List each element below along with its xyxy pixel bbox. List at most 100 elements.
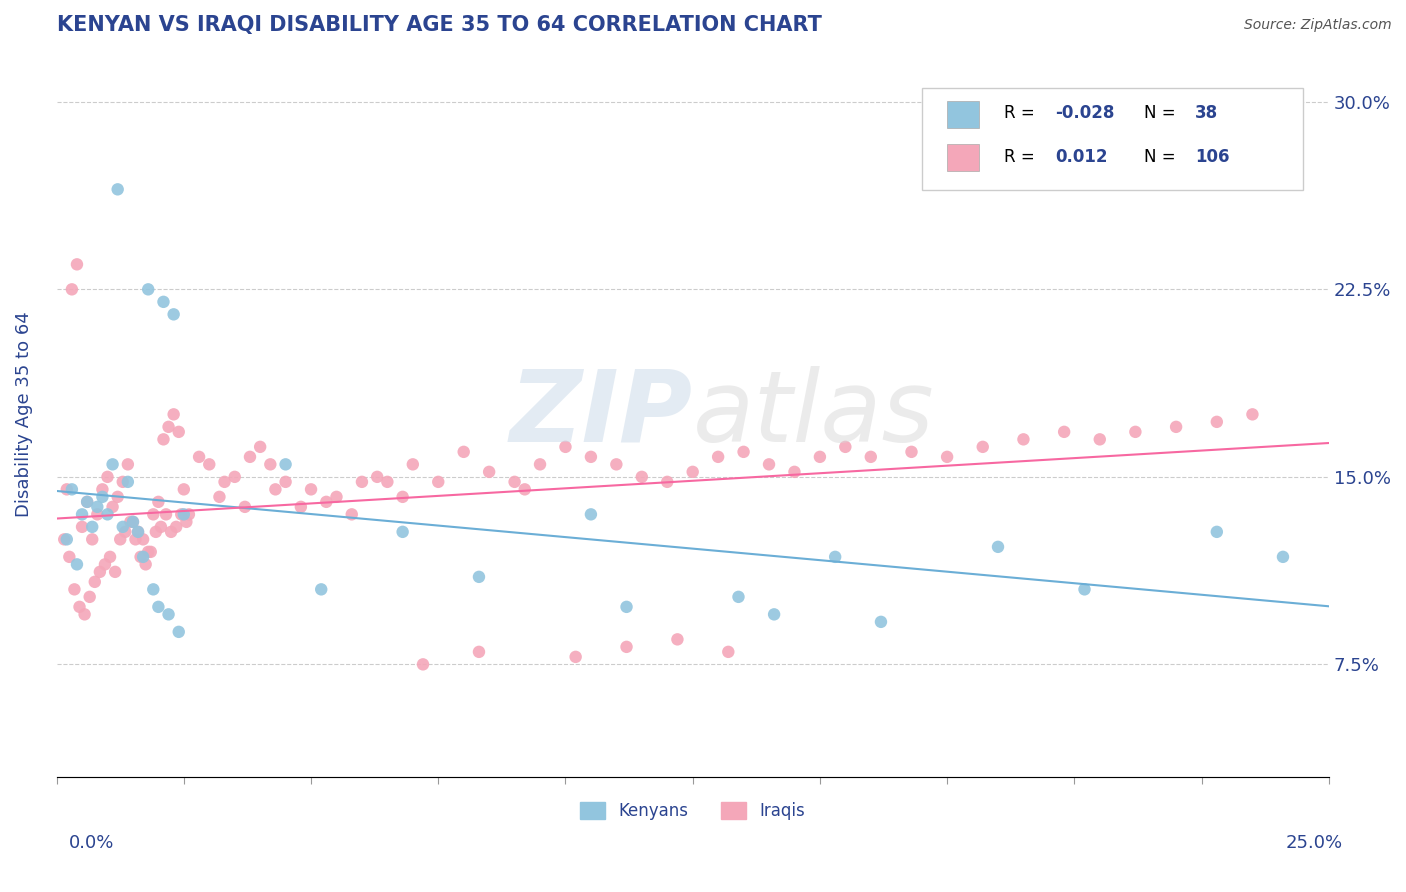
Point — [136, 545, 159, 559]
Point — [70, 520, 93, 534]
Point — [783, 465, 806, 479]
Point — [136, 282, 159, 296]
Point — [1125, 425, 1147, 439]
Point — [107, 182, 129, 196]
Point — [900, 445, 922, 459]
Point — [177, 508, 200, 522]
Point — [101, 458, 124, 472]
Point — [127, 524, 149, 539]
Point — [503, 475, 526, 489]
Point — [274, 475, 297, 489]
Point — [148, 495, 170, 509]
Point — [73, 607, 96, 622]
Point — [391, 524, 413, 539]
Text: N =: N = — [1144, 148, 1181, 166]
Point — [1241, 408, 1264, 422]
Point — [315, 495, 337, 509]
Point — [763, 607, 786, 622]
Point — [157, 420, 180, 434]
Text: 0.0%: 0.0% — [69, 834, 114, 852]
Point — [76, 495, 98, 509]
Point — [834, 440, 856, 454]
Point — [478, 465, 501, 479]
Point — [56, 483, 79, 497]
Legend: Kenyans, Iraqis: Kenyans, Iraqis — [574, 795, 813, 827]
Point — [264, 483, 287, 497]
Point — [76, 495, 98, 509]
Text: atlas: atlas — [693, 366, 935, 463]
Point — [666, 632, 689, 647]
Point — [82, 533, 104, 547]
Y-axis label: Disability Age 35 to 64: Disability Age 35 to 64 — [15, 311, 32, 517]
Point — [630, 470, 652, 484]
Point — [1205, 415, 1227, 429]
Point — [1271, 549, 1294, 564]
Point — [402, 458, 425, 472]
Point — [173, 483, 195, 497]
Point — [152, 294, 174, 309]
Point — [96, 470, 118, 484]
Point — [86, 500, 108, 514]
Point — [824, 549, 846, 564]
Point — [129, 549, 152, 564]
Point — [83, 574, 105, 589]
Point — [53, 533, 76, 547]
Point — [468, 645, 491, 659]
Point — [107, 490, 129, 504]
Point — [117, 458, 139, 472]
Point — [96, 508, 118, 522]
Point — [91, 490, 114, 504]
Point — [616, 599, 638, 614]
Point — [152, 433, 174, 447]
Point — [707, 450, 730, 464]
Point — [155, 508, 177, 522]
Point — [110, 533, 132, 547]
Point — [157, 607, 180, 622]
Point — [163, 408, 186, 422]
Point — [176, 515, 198, 529]
Point — [188, 450, 211, 464]
Point — [127, 524, 149, 539]
Text: 25.0%: 25.0% — [1286, 834, 1343, 852]
Point — [412, 657, 434, 672]
Text: 0.012: 0.012 — [1056, 148, 1108, 166]
Point — [554, 440, 576, 454]
Point — [86, 508, 108, 522]
Point — [120, 515, 142, 529]
Point — [605, 458, 627, 472]
Point — [66, 257, 89, 271]
Point — [165, 520, 187, 534]
Point — [142, 582, 165, 597]
Point — [101, 500, 124, 514]
Point — [60, 282, 83, 296]
FancyBboxPatch shape — [948, 145, 979, 171]
Point — [325, 490, 347, 504]
FancyBboxPatch shape — [948, 101, 979, 128]
Point — [657, 475, 679, 489]
Point — [233, 500, 256, 514]
Point — [160, 524, 183, 539]
Point — [987, 540, 1010, 554]
Point — [468, 570, 491, 584]
Point — [579, 450, 602, 464]
Point — [427, 475, 450, 489]
Text: ZIP: ZIP — [510, 366, 693, 463]
Text: R =: R = — [1004, 148, 1040, 166]
Point — [758, 458, 780, 472]
Point — [259, 458, 281, 472]
Text: 106: 106 — [1195, 148, 1230, 166]
Point — [972, 440, 994, 454]
Text: 38: 38 — [1195, 104, 1219, 122]
Point — [391, 490, 413, 504]
Point — [79, 590, 101, 604]
Text: N =: N = — [1144, 104, 1181, 122]
Text: -0.028: -0.028 — [1056, 104, 1115, 122]
Point — [122, 515, 145, 529]
Point — [70, 508, 93, 522]
Point — [1012, 433, 1035, 447]
Point — [808, 450, 831, 464]
Point — [163, 307, 186, 321]
Point — [1073, 582, 1095, 597]
Point — [198, 458, 221, 472]
Point — [82, 520, 104, 534]
